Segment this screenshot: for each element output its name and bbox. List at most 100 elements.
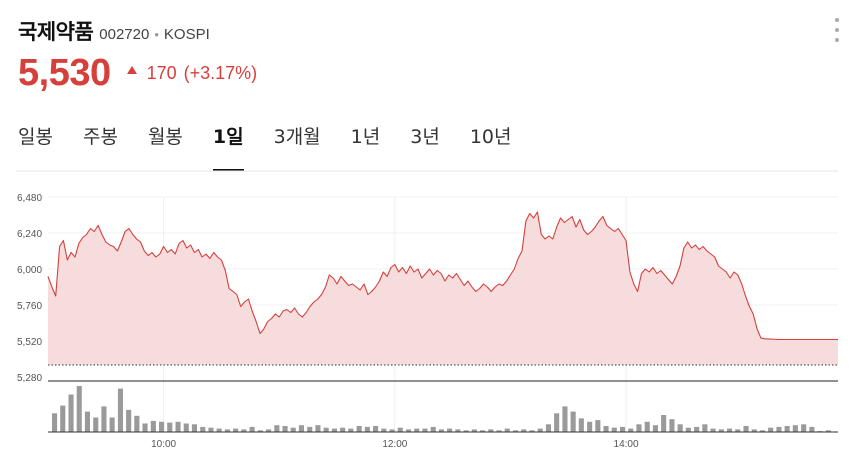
volume-bar — [298, 425, 304, 432]
volume-bar — [356, 426, 362, 432]
volume-bar — [801, 424, 807, 432]
volume-bar — [513, 430, 519, 432]
y-tick-label: 6,240 — [17, 229, 42, 240]
price-area — [48, 212, 838, 365]
tab-10-years[interactable]: 10년 — [469, 126, 512, 148]
tab-1-year[interactable]: 1년 — [350, 126, 381, 148]
volume-bar — [537, 428, 543, 432]
volume-bar — [545, 424, 551, 432]
volume-bar — [117, 388, 123, 432]
volume-bar — [126, 409, 132, 432]
volume-bar — [52, 413, 58, 432]
volume-bar — [224, 429, 230, 432]
volume-bar — [134, 415, 140, 432]
volume-bar — [109, 417, 115, 432]
volume-bar — [784, 426, 790, 432]
volume-bar — [521, 429, 527, 432]
volume-bar — [191, 424, 197, 432]
volume-bar — [60, 405, 66, 432]
x-tick-label: 10:00 — [151, 439, 176, 450]
volume-bar — [488, 429, 494, 432]
volume-bar — [340, 427, 346, 432]
y-tick-label: 6,480 — [17, 193, 42, 204]
chart-svg[interactable]: 6,480 6,240 6,000 5,760 5,520 5,280 10:00 12:00… — [0, 170, 854, 456]
tab-3-years[interactable]: 3년 — [410, 126, 440, 148]
volume-bar — [455, 429, 461, 432]
tab-1-day[interactable]: 1일 — [212, 118, 244, 172]
volume-bar — [768, 427, 774, 432]
volume-bar — [233, 428, 239, 432]
x-tick-label: 14:00 — [614, 439, 639, 450]
up-arrow-icon — [126, 65, 137, 74]
volume-bar — [620, 426, 626, 432]
stock-header: 국제약품 002720 • KOSPI — [18, 16, 210, 46]
volume-bar — [504, 428, 510, 432]
stock-name: 국제약품 — [18, 20, 94, 44]
tab-daily[interactable]: 일봉 — [18, 126, 53, 148]
volume-bar — [529, 430, 535, 432]
volume-bar — [554, 413, 560, 432]
volume-bar — [776, 426, 782, 432]
volume-bar — [694, 426, 700, 432]
volume-bar — [175, 421, 181, 432]
price-change: 170 — [146, 63, 177, 83]
volume-bar — [76, 386, 82, 432]
volume-bar — [84, 411, 90, 432]
volume-bar — [603, 426, 609, 432]
volume-bar — [751, 429, 757, 432]
volume-bar — [241, 429, 247, 432]
y-tick-label: 5,760 — [17, 301, 42, 312]
volume-bar — [595, 420, 601, 432]
volume-bar — [718, 429, 724, 432]
y-tick-label: 6,000 — [17, 265, 42, 276]
volume-bar — [480, 430, 486, 432]
volume-bar — [809, 426, 815, 432]
volume-bar — [570, 411, 576, 432]
intraday-chart[interactable]: 6,480 6,240 6,000 5,760 5,520 5,280 10:00 12:00… — [0, 170, 854, 456]
tab-weekly[interactable]: 주봉 — [82, 126, 118, 148]
volume-bar — [447, 428, 453, 432]
volume-bar — [290, 427, 296, 432]
volume-bar — [825, 430, 831, 432]
volume-bar — [685, 427, 691, 432]
volume-bar — [282, 426, 288, 432]
volume-bar — [249, 426, 255, 432]
volume-bar — [710, 428, 716, 432]
volume-bar — [216, 428, 222, 432]
volume-bar — [208, 427, 214, 432]
volume-bar — [628, 428, 634, 432]
volume-bar — [142, 423, 148, 432]
volume-bar — [257, 430, 263, 432]
volume-bar — [348, 428, 354, 432]
volume-bar — [381, 428, 387, 432]
stock-code: 002720 — [99, 26, 150, 43]
volume-bar — [183, 423, 189, 432]
more-options-icon[interactable] — [832, 18, 842, 42]
price-row: 5,530 170 (+3.17%) — [18, 52, 257, 95]
volume-bar — [307, 426, 313, 432]
volume-bar — [150, 420, 156, 432]
tab-monthly[interactable]: 월봉 — [147, 126, 183, 148]
volume-bar — [406, 429, 412, 432]
price-line — [47, 211, 838, 341]
volume-bar — [759, 430, 765, 432]
volume-bar — [743, 426, 749, 432]
volume-bar — [652, 425, 658, 432]
volume-bar — [101, 406, 107, 432]
tab-3-months[interactable]: 3개월 — [273, 126, 321, 148]
volume-bar — [636, 424, 642, 432]
volume-bar — [159, 421, 165, 432]
volume-bar — [669, 419, 675, 432]
volume-bar — [414, 428, 420, 432]
volume-bar — [727, 428, 733, 432]
x-tick-label: 12:00 — [382, 439, 407, 450]
volume-bar — [438, 429, 444, 432]
volume-bar — [331, 428, 337, 432]
volume-bar — [430, 426, 436, 432]
volume-bar — [578, 418, 584, 432]
volume-bar — [644, 421, 650, 432]
volume-bar — [274, 425, 280, 432]
volume-bar — [735, 429, 741, 432]
volume-bar — [587, 421, 593, 432]
volume-bar — [677, 424, 683, 432]
